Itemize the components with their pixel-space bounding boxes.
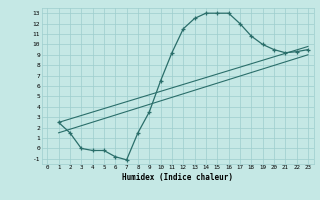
X-axis label: Humidex (Indice chaleur): Humidex (Indice chaleur): [122, 173, 233, 182]
